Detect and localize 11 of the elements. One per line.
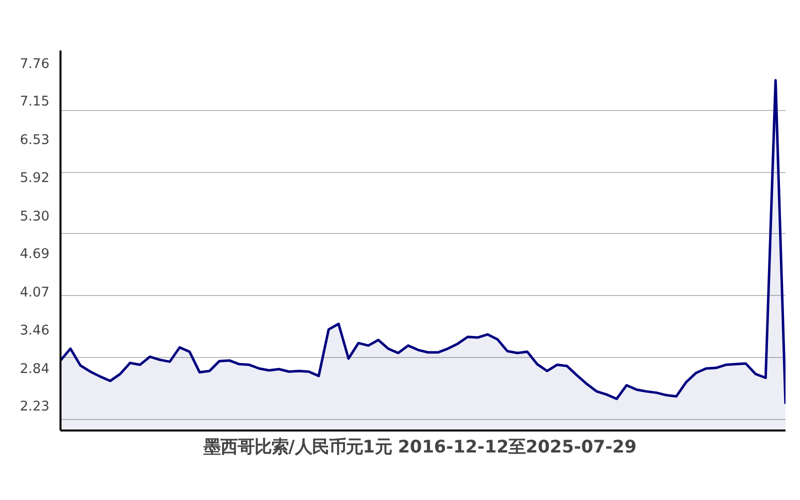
y-tick-label: 6.53 — [20, 133, 50, 148]
y-tick-label: 2.23 — [20, 400, 50, 415]
y-tick-label: 7.15 — [20, 94, 50, 110]
y-tick-label: 4.69 — [20, 247, 50, 262]
y-tick-label: 4.07 — [20, 286, 50, 301]
text: 墨西哥比索/人民币元1元 2016-12-12至2025-07-29 — [202, 438, 637, 458]
y-tick-label: 3.46 — [20, 323, 50, 338]
y-tick-label: 2.84 — [20, 362, 50, 377]
y-tick-label: 5.92 — [20, 170, 50, 186]
y-tick-label: 7.76 — [20, 56, 50, 72]
y-tick-label: 5.30 — [20, 209, 50, 224]
